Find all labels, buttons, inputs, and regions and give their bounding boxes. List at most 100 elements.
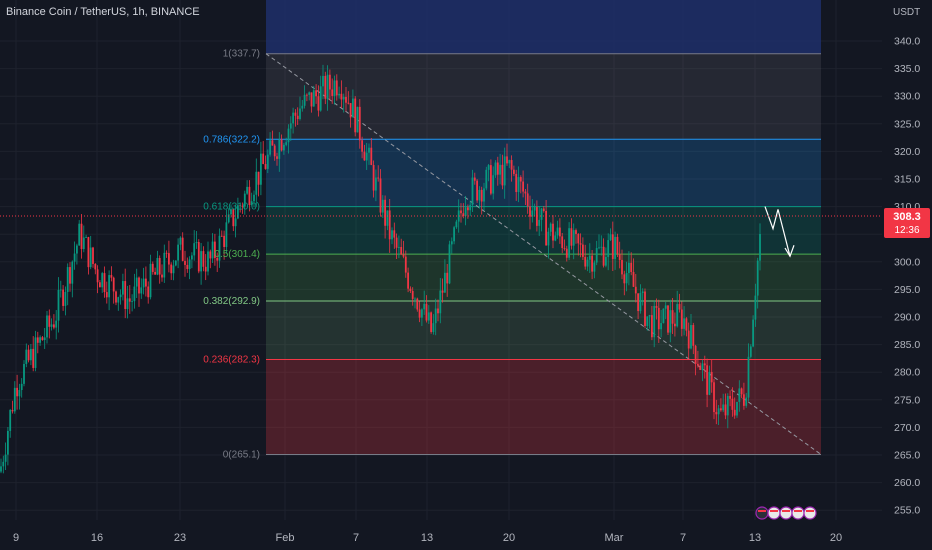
candle-body: [710, 371, 713, 383]
candle-body: [262, 153, 265, 165]
candle-body: [634, 286, 637, 294]
candle-body: [664, 305, 667, 309]
candle-body: [234, 218, 237, 227]
fib-level-label: 1(337.7): [223, 49, 260, 60]
candle-body: [480, 189, 483, 202]
candle-body: [418, 309, 421, 318]
time-tick-label: 13: [421, 532, 433, 544]
candle-body: [605, 256, 607, 266]
fib-zone: [266, 254, 821, 301]
candle-body: [586, 259, 589, 267]
last-price-badge: 308.3 12:36: [0, 207, 930, 238]
candle-body: [462, 213, 465, 217]
candle-body: [280, 139, 283, 151]
price-tick-label: 325.0: [894, 118, 920, 130]
event-icon[interactable]: [755, 506, 769, 520]
time-tick-label: 20: [503, 532, 515, 544]
candle-body: [400, 246, 403, 255]
candle-body: [283, 144, 285, 151]
candle-body: [158, 257, 161, 275]
candle-body: [103, 273, 106, 293]
fib-zone-top: [266, 0, 821, 54]
candle-body: [699, 365, 702, 370]
candle-body: [285, 142, 288, 145]
flag-stripe-icon: [806, 510, 814, 512]
candle-body: [117, 297, 120, 303]
candle-body: [237, 205, 239, 219]
candle-body: [575, 230, 577, 234]
candle-body: [209, 251, 212, 259]
fib-level-label: 0.5(301.4): [214, 249, 260, 260]
candle-body: [515, 173, 518, 193]
candle-body: [536, 207, 538, 226]
time-tick-label: 7: [680, 532, 686, 544]
candle-body: [181, 237, 184, 261]
candle-body: [365, 152, 368, 161]
candle-body: [131, 301, 133, 302]
price-tick-label: 330.0: [894, 91, 920, 103]
fib-zone: [266, 206, 821, 255]
candle-body: [73, 253, 76, 262]
flag-icon[interactable]: [791, 506, 805, 520]
candle-body: [671, 310, 674, 324]
candle-body: [154, 271, 156, 275]
candle-body: [232, 209, 235, 227]
candle-body: [207, 251, 209, 272]
candle-body: [375, 177, 377, 191]
candle-body: [448, 244, 451, 284]
candle-body: [287, 128, 290, 143]
candle-body: [694, 345, 697, 364]
candle-body: [218, 235, 221, 261]
candle-body: [398, 246, 400, 248]
candle-body: [59, 289, 62, 291]
candle-body: [271, 140, 274, 146]
candle-body: [565, 248, 568, 258]
candle-body: [170, 264, 173, 274]
candle-body: [752, 319, 754, 347]
candle-body: [749, 346, 752, 357]
candle-body: [404, 256, 407, 273]
trend-line: [265, 53, 822, 455]
price-tick-label: 275.0: [894, 394, 920, 406]
candle-body: [347, 102, 350, 104]
candle-body: [294, 112, 297, 116]
candle-body: [126, 298, 129, 310]
candle-body: [354, 98, 357, 133]
candle-body: [547, 231, 550, 246]
candle-body: [9, 410, 12, 431]
time-tick-label: 9: [13, 532, 19, 544]
candle-body: [48, 315, 51, 327]
candle-body: [299, 108, 301, 120]
candle-body: [446, 272, 449, 284]
candle-body: [128, 298, 131, 302]
candle-body: [257, 171, 260, 185]
candle-body: [595, 248, 598, 263]
candle-body: [703, 363, 706, 366]
candle-body: [223, 235, 225, 247]
candle-body: [531, 210, 534, 217]
candle-body: [340, 93, 343, 100]
candle-body: [23, 363, 25, 384]
candle-body: [490, 165, 492, 194]
candle-body: [690, 325, 692, 349]
candle-body: [34, 337, 37, 368]
candle-body: [191, 255, 193, 260]
flag-icon[interactable]: [779, 506, 793, 520]
candle-body: [92, 247, 94, 264]
candle-body: [124, 281, 127, 310]
candle-body: [745, 397, 748, 406]
flag-icon[interactable]: [767, 506, 781, 520]
candle-body: [110, 275, 113, 278]
candle-body: [561, 236, 564, 249]
candle-body: [572, 230, 575, 246]
candle-body: [554, 235, 557, 241]
candle-body: [246, 186, 248, 194]
candle-body: [352, 98, 354, 118]
candle-body: [78, 223, 81, 246]
flag-icon[interactable]: [803, 506, 817, 520]
candle-body: [101, 273, 104, 288]
candle-body: [529, 206, 531, 217]
time-tick-label: 13: [749, 532, 761, 544]
price-tick-label: 290.0: [894, 312, 920, 324]
